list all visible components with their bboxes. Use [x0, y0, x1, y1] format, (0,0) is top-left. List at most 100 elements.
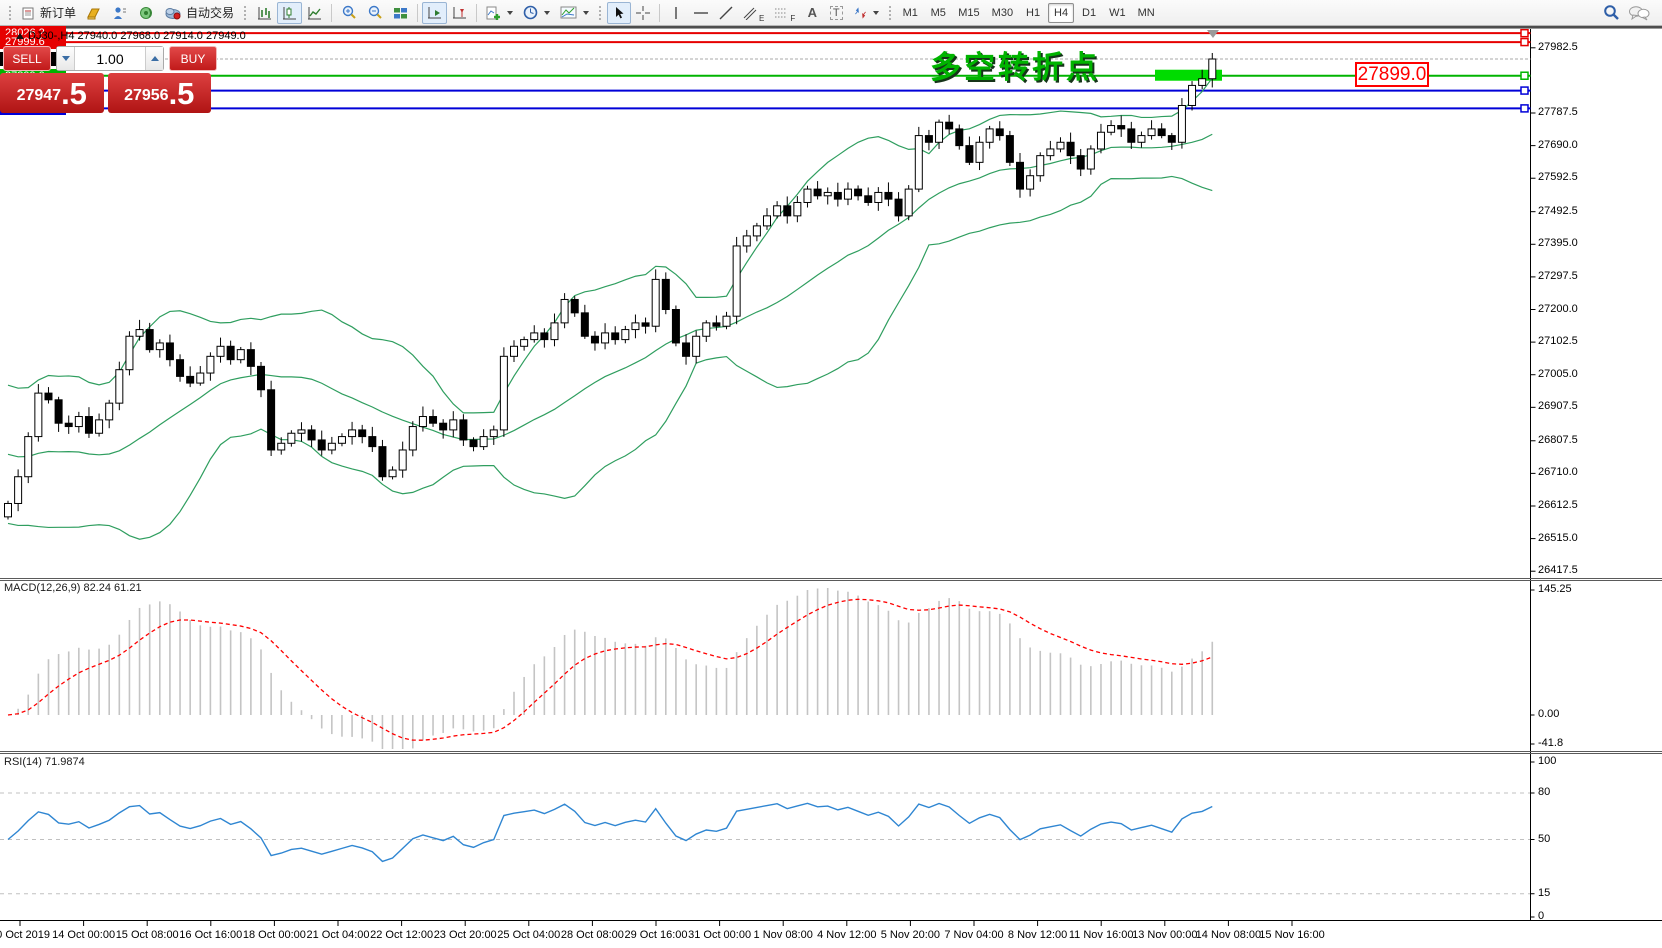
buy-button[interactable]: BUY	[169, 46, 217, 71]
market-watch-icon	[87, 8, 100, 19]
trendline-tool-button[interactable]	[714, 2, 738, 24]
channel-lines-icon	[743, 7, 757, 20]
text-label-tool-button[interactable]: T	[824, 2, 848, 24]
volume-decrease-button[interactable]	[57, 47, 75, 70]
timeframe-m15[interactable]: M15	[958, 6, 980, 19]
cursor-icon	[616, 6, 624, 18]
new-order-icon	[22, 7, 34, 19]
buy-label: BUY	[180, 51, 206, 66]
toolbar-separator	[417, 3, 419, 22]
timeframe-w1[interactable]: W1	[1109, 6, 1126, 19]
periods-caret-icon	[544, 10, 551, 15]
templates-icon	[560, 6, 577, 19]
buy-price-main: 27956	[124, 87, 169, 104]
auto-scroll-icon	[428, 6, 442, 18]
indicators-button[interactable]	[481, 2, 518, 24]
bar-chart-mode-button[interactable]	[252, 2, 277, 24]
timeframe-m30[interactable]: M30	[991, 6, 1014, 19]
navigator-button[interactable]	[133, 2, 159, 24]
channel-sub-letter: E	[759, 13, 765, 23]
highlight-price-label: 27899.0	[1355, 62, 1429, 87]
timeframe-mn[interactable]: MN	[1137, 6, 1155, 19]
clock-icon	[523, 5, 538, 20]
chart-annotation-text: 多空转折点	[930, 50, 1100, 85]
tri-down-icon	[61, 56, 70, 61]
text-tool-button[interactable]: A	[800, 2, 824, 24]
timeframe-m5[interactable]: M5	[930, 6, 946, 19]
arrow-shapes-icon	[855, 6, 867, 19]
zoom-out-icon	[368, 5, 382, 19]
arrows-tool-button[interactable]	[848, 2, 884, 24]
data-window-button[interactable]	[107, 2, 133, 24]
zoom-in-button[interactable]	[336, 2, 362, 24]
vertical-line-tool-button[interactable]	[664, 2, 688, 24]
toolbar-grip[interactable]	[888, 4, 894, 21]
chart-plot-area[interactable]	[0, 29, 1530, 578]
toolbar-separator	[659, 3, 661, 22]
timeframe-m1[interactable]: M1	[902, 6, 918, 19]
crosshair-tool-button[interactable]	[631, 2, 655, 24]
search-icon[interactable]	[1603, 4, 1620, 21]
indicators-icon	[486, 6, 501, 20]
market-watch-button[interactable]	[81, 2, 107, 24]
tri-up-icon	[150, 56, 159, 61]
cursor-tool-button[interactable]	[607, 1, 632, 24]
buy-price-frac: .5	[168, 76, 195, 111]
new-order-button[interactable]: 新订单	[17, 2, 81, 24]
data-window-icon	[114, 6, 127, 19]
line-chart-icon	[308, 6, 322, 19]
auto-scroll-button[interactable]	[422, 1, 448, 24]
new-order-label: 新订单	[40, 6, 77, 20]
one-click-trade-panel: SELL BUY 27947 .5 27956 .5	[0, 46, 217, 113]
arrows-caret-icon	[873, 10, 880, 15]
fibonacci-grid-icon	[775, 8, 788, 17]
equidistant-channel-tool-button[interactable]: E	[738, 2, 769, 24]
timeframe-h4[interactable]: H4	[1048, 2, 1075, 23]
price-axis[interactable]	[1530, 29, 1662, 920]
templates-button[interactable]	[555, 2, 594, 24]
sell-label: SELL	[12, 51, 42, 66]
chart-title-row: DJ30-,H4 27940.0 27968.0 27914.0 27949.0	[16, 30, 246, 42]
text-label-icon: T	[829, 5, 843, 20]
crosshair-icon	[636, 5, 651, 20]
candlestick-icon	[283, 6, 297, 19]
toolbar-separator	[331, 3, 333, 22]
auto-trading-button[interactable]: 自动交易	[159, 2, 239, 24]
line-chart-mode-button[interactable]	[302, 2, 327, 24]
rsi-label: RSI(14) 71.9874	[4, 756, 85, 768]
toolbar-grip[interactable]	[598, 4, 604, 21]
chart-shift-icon	[453, 6, 467, 18]
volume-input[interactable]	[75, 47, 145, 70]
sell-price-tile[interactable]: 27947 .5	[0, 73, 104, 113]
volume-stepper	[56, 46, 164, 71]
timeframe-h1[interactable]: H1	[1026, 6, 1041, 19]
periods-button[interactable]	[518, 2, 555, 24]
fibonacci-tool-button[interactable]: F	[769, 2, 800, 24]
volume-increase-button[interactable]	[145, 47, 163, 70]
tile-windows-button[interactable]	[388, 2, 413, 24]
text-tool-icon: A	[807, 5, 817, 20]
vertical-line-icon	[675, 6, 677, 19]
signal-icon	[140, 6, 153, 19]
horizontal-line-icon	[694, 11, 709, 14]
tile-windows-icon	[394, 7, 408, 18]
candlestick-mode-button[interactable]	[277, 1, 303, 24]
chat-icon[interactable]	[1628, 5, 1650, 21]
one-click-panel-arrow[interactable]	[16, 33, 24, 39]
auto-trading-icon	[165, 7, 181, 19]
indicators-caret-icon	[507, 10, 514, 15]
sell-button[interactable]: SELL	[3, 46, 51, 71]
zoom-out-button[interactable]	[362, 2, 388, 24]
timeframe-group: M1 M5 M15 M30 H1 H4 D1 W1 MN	[897, 2, 1159, 23]
toolbar-grip[interactable]	[8, 4, 13, 21]
time-axis[interactable]	[0, 920, 1530, 948]
toolbar-grip[interactable]	[243, 4, 249, 21]
buy-price-tile[interactable]: 27956 .5	[107, 73, 211, 113]
chart-shift-button[interactable]	[447, 2, 472, 24]
timeframe-d1[interactable]: D1	[1082, 6, 1097, 19]
fibonacci-sub-letter: F	[790, 13, 796, 23]
horizontal-line-tool-button[interactable]	[688, 2, 714, 24]
bar-chart-icon	[258, 6, 272, 19]
main-toolbar: 新订单 自动交易	[0, 0, 1662, 26]
toolbar-separator	[476, 3, 478, 22]
